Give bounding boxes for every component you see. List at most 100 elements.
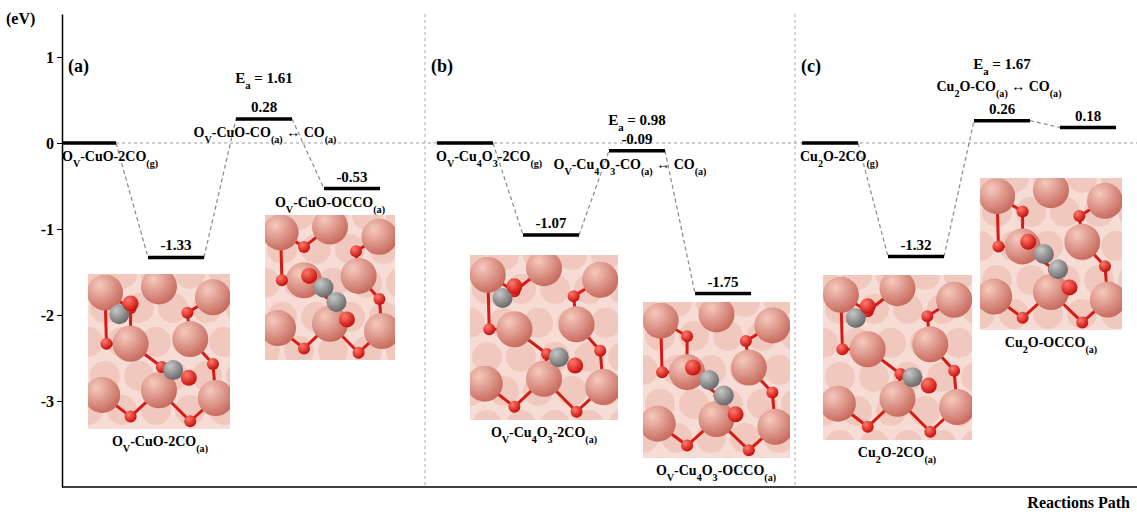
text-subscript: (a) <box>764 472 776 484</box>
o-atom <box>743 444 755 456</box>
c-atom <box>163 360 183 380</box>
substrate-atom <box>961 362 972 392</box>
cu-atom <box>172 321 208 357</box>
o-atom <box>681 440 693 452</box>
cu-atom <box>496 311 532 347</box>
x-axis-line <box>62 486 1137 488</box>
cu-atom <box>731 350 767 386</box>
adsorbate-o-atom <box>921 378 937 394</box>
cu-atom <box>980 279 1012 315</box>
data-label: 0.18 <box>1075 108 1101 124</box>
o-atom <box>921 310 933 322</box>
cu-atom <box>526 255 562 286</box>
text-run: E <box>608 112 618 128</box>
o-atom <box>373 293 385 305</box>
connector <box>944 121 974 257</box>
substrate-atom <box>608 342 618 372</box>
cu-atom <box>582 262 618 298</box>
structure-inset <box>470 255 618 420</box>
y-tick: -3 <box>41 393 62 410</box>
o-atom <box>656 366 668 378</box>
o-atom <box>181 307 193 319</box>
o-atom <box>353 347 365 359</box>
guides <box>62 14 1137 487</box>
adsorbate-o-atom <box>181 370 197 386</box>
o-atom <box>862 421 874 433</box>
adsorbate-o-atom <box>1020 234 1036 250</box>
text-run: ↔ CO <box>653 157 695 172</box>
cu-atom <box>1090 282 1122 318</box>
text-subscript: (a) <box>924 454 936 466</box>
y-tick-mark <box>57 315 62 316</box>
cu-atom <box>669 354 705 390</box>
substrate-atom <box>730 302 760 317</box>
energy-level <box>974 119 1030 123</box>
state-label: OV-CuO-CO(a) ↔ CO(a) <box>194 125 337 146</box>
text-subscript: (g) <box>867 158 879 170</box>
o-atom <box>1076 316 1088 328</box>
cu-atom <box>980 178 1015 214</box>
state-label: OV-CuO-OCCO(a) <box>275 195 385 216</box>
text-run: -CuO-2CO <box>130 434 196 449</box>
cu-atom <box>113 326 149 362</box>
text-run: E <box>973 56 983 72</box>
substrate-atom <box>961 430 972 440</box>
text-run: ↔ CO <box>283 125 325 140</box>
structure-inset <box>980 178 1122 330</box>
energy-level <box>1060 126 1116 130</box>
text-run: O <box>599 157 610 172</box>
text-run: = 0.98 <box>624 112 666 128</box>
y-tick-label: -1 <box>41 221 54 238</box>
substrate-atom <box>679 457 709 458</box>
state-label: Cu2O-CO(a) ↔ CO(a) <box>936 79 1061 100</box>
substrate-atom <box>506 410 536 420</box>
structure-inset <box>643 302 790 458</box>
y-tick-label: 0 <box>46 135 54 152</box>
state-label: Cu2O-2CO(g) <box>800 149 878 170</box>
data-label: -1.07 <box>535 215 567 231</box>
o-atom <box>184 415 196 427</box>
data-label: 0.26 <box>989 101 1016 117</box>
text-run: = 1.61 <box>251 70 293 86</box>
cu-atom <box>265 215 299 250</box>
substrate-atom <box>893 430 923 440</box>
substrate-atom <box>823 328 838 358</box>
o-atom <box>508 401 520 413</box>
text-subscript: (g) <box>146 158 158 170</box>
o-atom <box>1017 312 1029 324</box>
cu-atom <box>312 215 348 245</box>
energy-level <box>695 292 751 296</box>
adsorbate-o-atom <box>123 295 139 311</box>
energy-level <box>888 255 944 259</box>
adsorbate-o-atom <box>506 278 522 294</box>
o-atom <box>924 426 936 438</box>
substrate-atom <box>859 430 889 440</box>
text-run: O-OCCO <box>1028 335 1086 350</box>
energy-level <box>437 141 493 145</box>
text-run: ↔ CO <box>1008 79 1050 94</box>
chart-svg: (a)-1.330.28-0.53OV-CuO-2CO(g)OV-CuO-2CO… <box>0 0 1137 522</box>
o-atom <box>948 365 960 377</box>
y-axis: -3-2-101 <box>41 15 63 488</box>
state-label: OV-Cu4O3-2CO(g) <box>436 149 542 170</box>
x-axis-title: Reactions Path <box>1027 494 1130 511</box>
zero-reference-line <box>62 143 1137 144</box>
substrate-atom <box>781 457 790 458</box>
substrate-atom <box>608 410 618 420</box>
text-run: O <box>491 425 502 440</box>
substrate-atom <box>747 457 777 458</box>
text-run: O <box>436 149 447 164</box>
state-label: Cu2O-OCCO(a) <box>1005 335 1097 356</box>
c-atom <box>549 347 569 367</box>
text-run: -2CO <box>553 425 586 440</box>
state-label: OV-Cu4O3-2CO(a) <box>491 425 597 446</box>
cu-atom <box>265 310 296 346</box>
o-atom <box>298 342 310 354</box>
cu-atom <box>1005 228 1041 264</box>
text-subscript: (a) <box>325 133 337 145</box>
o-atom <box>207 358 219 370</box>
y-tick-mark <box>57 57 62 58</box>
o-atom <box>298 241 310 253</box>
y-tick-mark <box>57 401 62 402</box>
substrate-atom <box>470 308 485 338</box>
